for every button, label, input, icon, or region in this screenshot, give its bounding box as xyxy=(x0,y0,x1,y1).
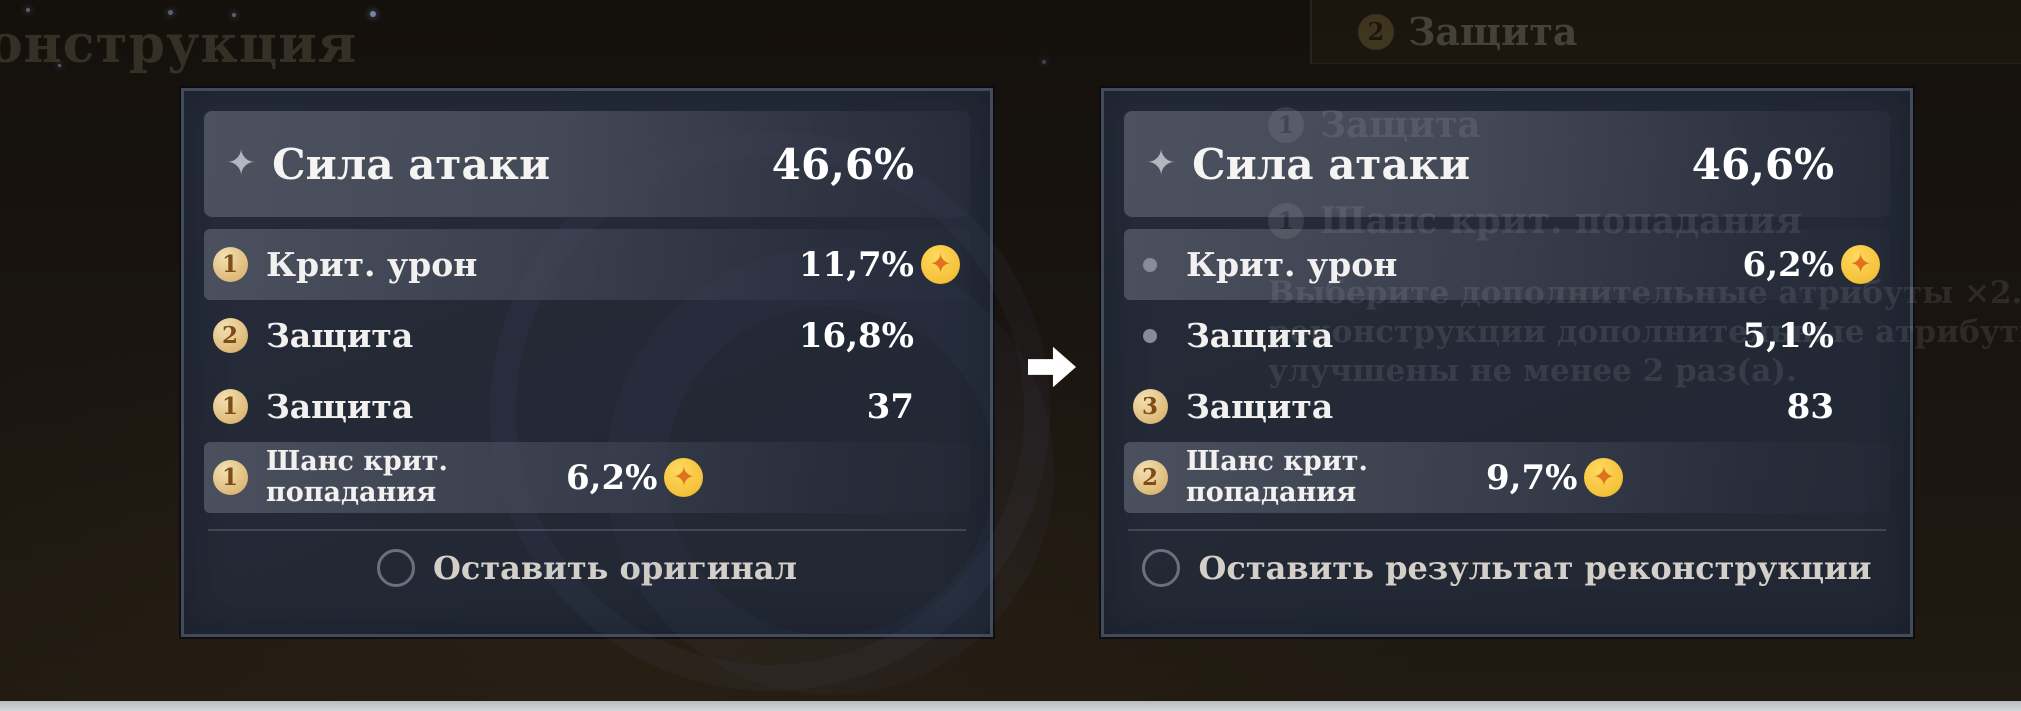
substat-label: Шанс крит. попадания xyxy=(1186,446,1368,508)
substat-value: 37 xyxy=(866,386,914,427)
substat-value: 6,2% xyxy=(566,457,658,498)
keep-reconstruction-label: Оставить результат реконструкции xyxy=(1198,549,1872,587)
keep-original-label: Оставить оригинал xyxy=(432,549,798,587)
background-defense-badge: 2 xyxy=(1358,13,1394,50)
substat-row: 2 Шанс крит. попадания 9,7% ✦ xyxy=(1124,442,1890,513)
radio-button-unchecked[interactable] xyxy=(1142,549,1181,587)
upgraded-star-icon: ✦ xyxy=(1841,245,1880,284)
main-stat-value: 46,6% xyxy=(1691,139,1834,189)
radio-button-unchecked[interactable] xyxy=(376,549,415,587)
substat-value: 83 xyxy=(1786,386,1834,427)
substat-label: Защита xyxy=(266,387,414,426)
substat-value: 6,2% xyxy=(1742,244,1834,285)
substat-label: Защита xyxy=(266,316,414,355)
main-stat-row: ✦ Сила атаки 46,6% xyxy=(1124,111,1890,217)
main-stat-label: Сила атаки xyxy=(1192,139,1471,189)
substat-row: Защита 5,1% xyxy=(1124,300,1890,371)
substat-label: Крит. урон xyxy=(266,245,478,284)
bullet-dot-icon xyxy=(1143,257,1157,272)
divider xyxy=(208,529,966,531)
main-stat-star-icon: ✦ xyxy=(226,143,257,184)
star-speck xyxy=(168,10,173,15)
reconstructed-artifact-panel: ✦ Сила атаки 46,6% Крит. урон 6,2% ✦ Защ… xyxy=(1101,88,1913,637)
substat-value: 11,7% xyxy=(798,244,914,285)
roll-count-badge: 2 xyxy=(212,318,248,353)
roll-count-badge: 1 xyxy=(212,389,248,424)
substat-label: Крит. урон xyxy=(1186,245,1398,284)
upgraded-star-icon: ✦ xyxy=(1584,458,1624,497)
divider xyxy=(1128,529,1886,531)
background-screen-title: онструкция xyxy=(0,14,358,75)
original-artifact-panel: ✦ Сила атаки 46,6% 1 Крит. урон 11,7% ✦ … xyxy=(181,88,1054,695)
background-defense-label: Защита xyxy=(1408,9,1578,54)
main-stat-value: 46,6% xyxy=(771,139,914,189)
main-stat-label: Сила атаки xyxy=(272,139,551,189)
substat-row: Крит. урон 6,2% ✦ xyxy=(1124,229,1890,300)
bottom-ui-strip xyxy=(0,701,2021,711)
star-speck xyxy=(58,64,61,67)
substat-row: 3 Защита 83 xyxy=(1124,371,1890,442)
substat-label: Защита xyxy=(1186,387,1334,426)
background-right-header: 2 Защита xyxy=(1310,0,2021,64)
star-speck xyxy=(26,8,30,12)
substat-value: 16,8% xyxy=(798,315,914,356)
star-speck xyxy=(232,13,236,17)
substat-row: 2 Защита 16,8% xyxy=(204,300,970,371)
main-stat-star-icon: ✦ xyxy=(1146,143,1177,184)
upgraded-star-icon: ✦ xyxy=(664,458,704,497)
right-arrow-icon xyxy=(1028,346,1076,388)
substat-value: 9,7% xyxy=(1486,457,1578,498)
star-speck xyxy=(370,11,376,17)
substat-row: 1 Защита 37 xyxy=(204,371,970,442)
keep-original-option[interactable]: Оставить оригинал xyxy=(204,549,970,587)
star-speck xyxy=(1042,60,1046,64)
roll-count-badge: 1 xyxy=(212,460,248,495)
substat-label: Защита xyxy=(1186,316,1334,355)
roll-count-badge: 3 xyxy=(1132,389,1168,424)
roll-count-badge: 2 xyxy=(1132,460,1168,495)
keep-reconstruction-option[interactable]: Оставить результат реконструкции xyxy=(1124,549,1890,587)
substat-row: 1 Крит. урон 11,7% ✦ xyxy=(204,229,970,300)
substat-row: 1 Шанс крит. попадания 6,2% ✦ xyxy=(204,442,970,513)
substat-label: Шанс крит. попадания xyxy=(266,446,448,508)
main-stat-row: ✦ Сила атаки 46,6% xyxy=(204,111,970,217)
roll-count-badge: 1 xyxy=(212,247,248,282)
upgraded-star-icon: ✦ xyxy=(921,245,960,284)
substat-value: 5,1% xyxy=(1742,315,1834,356)
bullet-dot-icon xyxy=(1143,328,1157,343)
